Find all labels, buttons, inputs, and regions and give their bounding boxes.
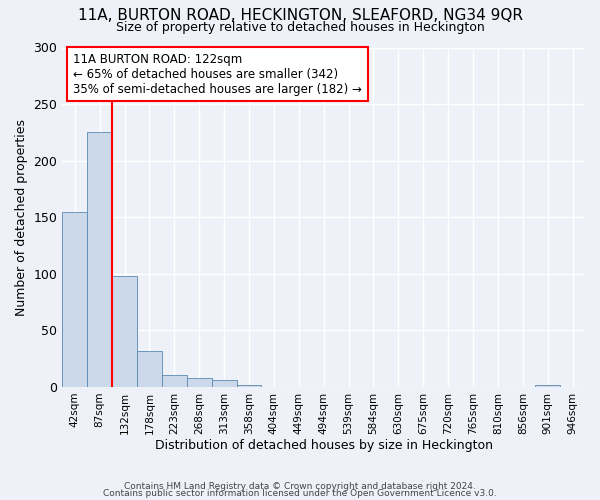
Text: 11A, BURTON ROAD, HECKINGTON, SLEAFORD, NG34 9QR: 11A, BURTON ROAD, HECKINGTON, SLEAFORD, …: [77, 8, 523, 22]
Bar: [535, 384, 560, 387]
Y-axis label: Number of detached properties: Number of detached properties: [15, 118, 28, 316]
Bar: [137, 350, 162, 387]
Bar: [87, 132, 112, 387]
X-axis label: Distribution of detached houses by size in Heckington: Distribution of detached houses by size …: [155, 440, 493, 452]
Bar: [162, 374, 187, 387]
Text: Contains public sector information licensed under the Open Government Licence v3: Contains public sector information licen…: [103, 489, 497, 498]
Bar: [62, 212, 87, 387]
Bar: [236, 384, 262, 387]
Text: Size of property relative to detached houses in Heckington: Size of property relative to detached ho…: [116, 21, 484, 34]
Bar: [212, 380, 236, 387]
Bar: [112, 276, 137, 387]
Text: Contains HM Land Registry data © Crown copyright and database right 2024.: Contains HM Land Registry data © Crown c…: [124, 482, 476, 491]
Bar: [187, 378, 212, 387]
Text: 11A BURTON ROAD: 122sqm
← 65% of detached houses are smaller (342)
35% of semi-d: 11A BURTON ROAD: 122sqm ← 65% of detache…: [73, 52, 362, 96]
